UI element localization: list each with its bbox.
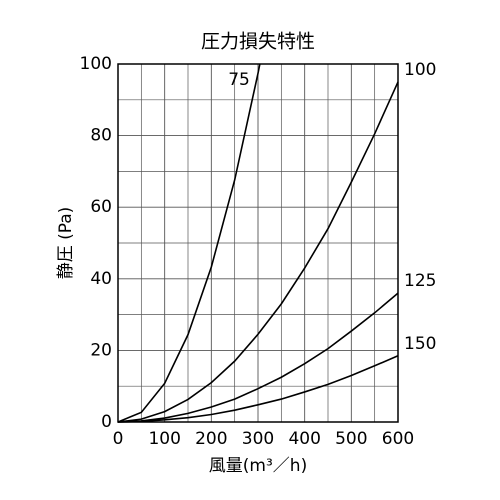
chart-title: 圧力損失特性 bbox=[201, 31, 315, 53]
plot-frame bbox=[117, 63, 399, 423]
y-tick-label: 0 bbox=[101, 412, 112, 432]
y-tick-label: 20 bbox=[90, 340, 112, 360]
line-series bbox=[117, 292, 399, 423]
x-tick-label: 600 bbox=[382, 429, 414, 449]
series-label: 100 bbox=[404, 60, 436, 80]
line-series bbox=[117, 355, 399, 423]
y-tick-label: 100 bbox=[80, 54, 112, 74]
x-tick-label: 400 bbox=[288, 429, 320, 449]
series-label: 125 bbox=[404, 271, 436, 291]
series-label: 75 bbox=[228, 70, 250, 90]
x-tick-label: 200 bbox=[195, 429, 227, 449]
line-series bbox=[117, 63, 261, 423]
x-tick-label: 0 bbox=[113, 429, 124, 449]
line-series bbox=[117, 81, 399, 423]
x-tick-label: 300 bbox=[242, 429, 274, 449]
y-tick-label: 40 bbox=[90, 269, 112, 289]
series-label: 150 bbox=[404, 334, 436, 354]
y-tick-label: 60 bbox=[90, 197, 112, 217]
x-tick-label: 100 bbox=[148, 429, 180, 449]
x-axis-label: 風量(m³／h) bbox=[209, 456, 307, 476]
y-tick-label: 80 bbox=[90, 126, 112, 146]
y-axis-label: 静圧 (Pa) bbox=[56, 207, 76, 280]
x-tick-label: 500 bbox=[335, 429, 367, 449]
